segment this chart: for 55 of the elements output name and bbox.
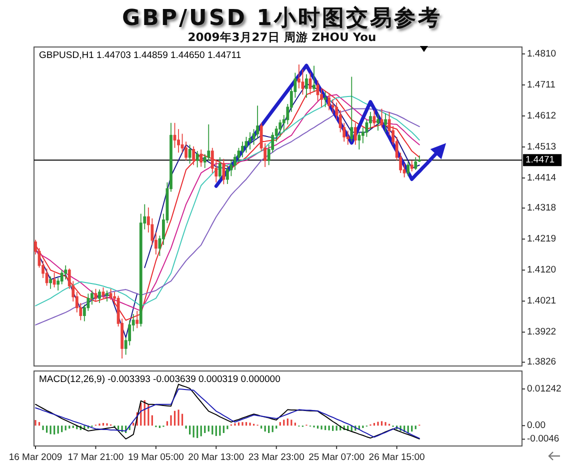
chart-subtitle: 2009年3月27日 周游 ZHOU You — [188, 30, 376, 44]
candlestick — [248, 132, 252, 150]
x-tick-label: 16 Mar 2009 — [8, 452, 62, 463]
candlestick — [414, 156, 418, 170]
y-tick-label: 1.4513 — [527, 141, 556, 152]
x-tick-label: 17 Mar 21:00 — [68, 452, 124, 463]
x-tick-label: 20 Mar 13:00 — [188, 452, 244, 463]
annotation: GBPUSD,H1 1.44703 1.44859 1.44650 1.44711 — [39, 50, 242, 61]
x-tick-label: 25 Mar 07:00 — [308, 452, 365, 463]
y-tick-label: 0.01242 — [527, 383, 562, 394]
y-tick-label: 1.3826 — [527, 356, 556, 368]
y-tick-label: 1.4612 — [527, 110, 556, 122]
candlestick — [241, 141, 244, 158]
candlestick — [192, 146, 196, 166]
y-tick-label: 1.4414 — [527, 172, 556, 184]
candlestick — [136, 310, 139, 329]
candlestick — [64, 264, 68, 280]
candlestick — [312, 65, 316, 92]
y-tick-label: 1.4219 — [527, 234, 556, 245]
candlestick — [380, 108, 384, 128]
chart-title: GBP/USD 1小时图交易参考 — [122, 5, 442, 31]
candlestick — [406, 162, 410, 177]
candlestick — [384, 112, 387, 133]
x-tick-label: 26 Mar 15:00 — [368, 452, 425, 463]
y-tick-label: 1.4711 — [527, 79, 556, 90]
ref-line-label: 1.4471 — [526, 154, 555, 166]
candlestick — [305, 74, 308, 98]
candlestick — [410, 160, 414, 172]
candlestick — [106, 290, 108, 302]
y-tick-label: 0.00 — [527, 420, 546, 432]
y-tick-label: 1.4021 — [527, 296, 556, 307]
y-tick-label: 1.4120 — [527, 264, 556, 276]
x-tick-label: 23 Mar 23:00 — [248, 452, 304, 463]
candlestick — [52, 272, 56, 288]
candlestick — [278, 119, 282, 138]
y-tick-label: 1.4810 — [527, 48, 556, 60]
candlestick — [376, 112, 380, 132]
candlestick — [328, 92, 331, 111]
y-tick-label: 1.4318 — [527, 202, 556, 214]
candlestick — [324, 91, 327, 108]
annotation: MACD(12,26,9) -0.003393 -0.003639 0.000319 0.000000 — [39, 374, 280, 385]
candlestick — [218, 156, 222, 180]
candlestick — [358, 132, 361, 150]
y-tick-label: 1.3922 — [527, 326, 556, 338]
candlestick — [200, 149, 203, 168]
x-tick-label: 19 Mar 05:00 — [128, 452, 184, 463]
candlestick — [188, 144, 192, 164]
candlestick — [196, 150, 199, 168]
candlestick — [354, 122, 357, 146]
candlestick — [49, 276, 52, 290]
candlestick — [350, 76, 354, 142]
candlestick — [222, 158, 226, 185]
y-tick-label: -0.0046 — [527, 434, 560, 445]
candlestick — [418, 155, 421, 162]
candlestick — [98, 289, 101, 304]
